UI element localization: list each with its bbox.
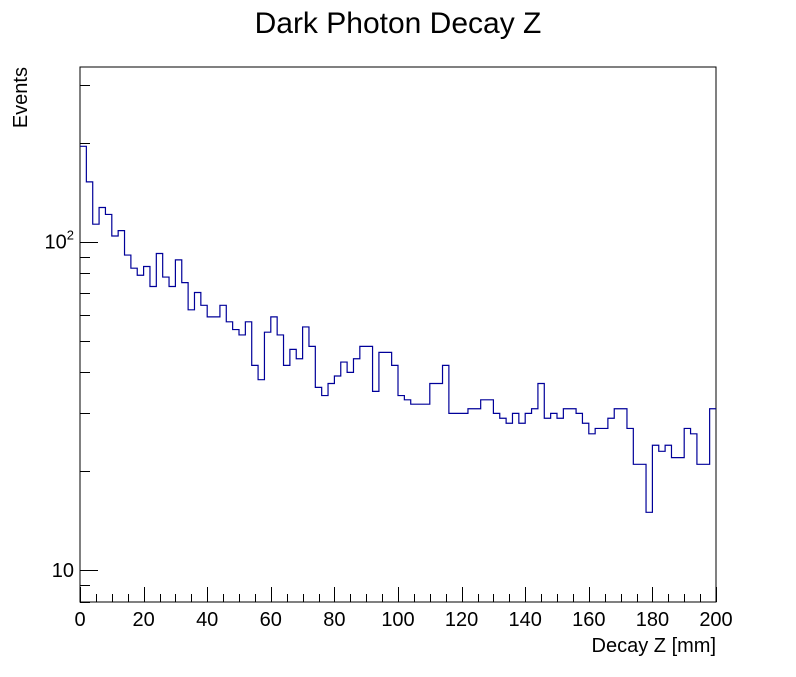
x-tick-label: 60 — [260, 609, 282, 631]
x-tick-label: 80 — [323, 609, 345, 631]
plot-area: 0 20 40 60 80 100 120 140 160 180 200 10 102 — [45, 66, 733, 631]
x-axis-label: Decay Z [mm] — [592, 635, 716, 657]
x-tick-label: 120 — [445, 609, 478, 631]
x-tick-label: 200 — [699, 609, 732, 631]
chart-title: Dark Photon Decay Z — [255, 7, 542, 40]
x-tick-label: 0 — [74, 609, 85, 631]
x-tick-label: 180 — [636, 609, 669, 631]
y-axis-label: Events — [10, 67, 32, 128]
y-tick-label: 102 — [45, 228, 74, 254]
histogram-series-line — [80, 145, 716, 513]
plot-frame — [79, 66, 717, 603]
x-tick-label: 40 — [196, 609, 218, 631]
x-tick-label: 140 — [509, 609, 542, 631]
x-tick-label: 20 — [132, 609, 154, 631]
y-tick-label: 10 — [52, 560, 74, 582]
x-tick-label: 160 — [572, 609, 605, 631]
x-tick-label: 100 — [381, 609, 414, 631]
